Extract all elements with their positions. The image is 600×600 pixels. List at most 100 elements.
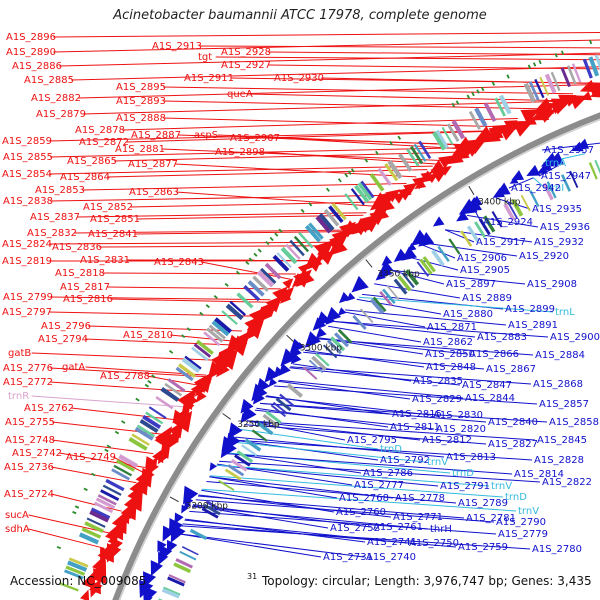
left-gene-label: A1S_2930 (274, 73, 324, 84)
cog-category-bar (359, 308, 374, 324)
reverse-gene-arrow (547, 152, 565, 165)
left-leader-line (112, 456, 143, 473)
cog-category-bar (560, 174, 571, 192)
left-leader-line (99, 245, 327, 248)
right-leader-line (246, 420, 536, 441)
cog-category-bar (350, 188, 365, 206)
feature-tick (538, 59, 542, 65)
cog-category-bar (416, 261, 430, 277)
left-gene-label: A1S_2890 (6, 47, 56, 58)
left-leader-line (83, 101, 555, 115)
reverse-gene-arrow (401, 246, 418, 261)
feature-tick (364, 158, 369, 163)
reverse-gene-arrow (432, 216, 445, 227)
cog-category-bar (224, 468, 242, 481)
left-leader-line (82, 183, 407, 191)
right-gene-label: A1S_2840 (488, 417, 538, 428)
right-gene-label: A1S_2905 (460, 265, 510, 276)
cog-category-bar (280, 246, 298, 265)
reverse-gene-arrow (255, 377, 271, 394)
reverse-gene-arrow (264, 366, 280, 383)
feature-tick (151, 374, 156, 379)
reverse-gene-arrow (315, 311, 331, 327)
feature-tick (308, 202, 313, 207)
right-leader-line (467, 214, 539, 228)
right-gene-label: A1S_2917 (476, 237, 526, 248)
cog-category-bar (64, 569, 84, 580)
right-leader-line (184, 519, 408, 544)
left-leader-line (122, 118, 518, 131)
right-gene-label: A1S_2883 (477, 332, 527, 343)
right-gene-label: trnV (491, 481, 512, 492)
left-leader-line (71, 407, 175, 421)
left-leader-line (126, 130, 493, 143)
reverse-gene-arrow (418, 232, 435, 247)
accession-text: Accession: NC_009085 (10, 574, 147, 588)
right-leader-line (177, 533, 322, 558)
right-leader-line (304, 349, 425, 368)
backbone-layer (112, 112, 600, 600)
forward-gene-arrow (499, 126, 518, 141)
ruler-label: 3200 kbp (186, 502, 229, 512)
right-leader-line (231, 441, 426, 463)
right-gene-label: A1S_2813 (446, 452, 496, 463)
cog-category-bar (507, 202, 518, 219)
right-leader-line (390, 269, 445, 285)
right-gene-label: A1S_2848 (426, 362, 476, 373)
right-leader-line (445, 229, 533, 243)
left-gene-label: A1S_2878 (75, 125, 125, 136)
reverse-gene-arrow (168, 517, 184, 537)
forward-gene-arrow (403, 182, 418, 196)
cog-category-bar (329, 336, 346, 352)
right-gene-label: A1S_2899 (505, 304, 555, 315)
right-leader-line (273, 385, 538, 405)
forward-gene-arrow (226, 334, 244, 353)
right-gene-label: A1S_2779 (498, 529, 548, 540)
cog-category-bar (160, 387, 180, 402)
cog-category-bar (344, 193, 359, 211)
cog-category-bar (227, 464, 245, 477)
left-leader-line (53, 31, 600, 38)
cog-category-bar (314, 352, 330, 367)
reverse-gene-arrow (407, 242, 417, 252)
left-leader-line (217, 134, 468, 146)
left-gene-label: A1S_2819 (2, 256, 52, 267)
right-leader-line (224, 452, 362, 474)
feature-tick (114, 430, 120, 435)
forward-gene-arrow (596, 86, 600, 97)
right-leader-line (407, 256, 459, 271)
forward-gene-arrow (147, 456, 158, 469)
cog-category-bar (529, 190, 540, 208)
left-leader-line (50, 194, 390, 202)
forward-gene-arrow (313, 239, 335, 260)
feature-tick (480, 86, 485, 92)
right-leader-line (219, 460, 541, 483)
right-gene-label: A1S_2740 (366, 552, 416, 563)
feature-tick (466, 94, 471, 99)
cog-category-bar (435, 129, 449, 149)
cog-category-bar (293, 235, 310, 253)
left-leader-line (77, 212, 367, 218)
left-leader-line (107, 286, 281, 290)
forward-gene-arrow (338, 221, 357, 238)
left-gene-label: A1S_2877 (128, 159, 178, 170)
feature-tick (344, 173, 349, 178)
cog-category-bar (466, 225, 480, 243)
right-leader-line (240, 428, 379, 450)
right-leader-line (201, 488, 517, 512)
right-gene-label: trnA (545, 158, 566, 169)
forward-gene-arrow (145, 456, 155, 469)
cog-category-bar (304, 224, 322, 243)
forward-gene-arrow (308, 258, 323, 272)
right-gene-label: A1S_2880 (443, 309, 493, 320)
cog-category-bar (326, 339, 342, 355)
left-gene-label: A1S_2776 (3, 363, 53, 374)
cog-category-bar (59, 582, 79, 592)
left-gene-label: A1S_2799 (3, 292, 53, 303)
left-gene-label: A1S_2895 (116, 82, 166, 93)
right-leader-line (333, 320, 549, 338)
left-gene-label: A1S_2887 (131, 130, 181, 141)
left-gene-label: A1S_2749 (66, 452, 116, 463)
leader-lines (28, 31, 600, 558)
